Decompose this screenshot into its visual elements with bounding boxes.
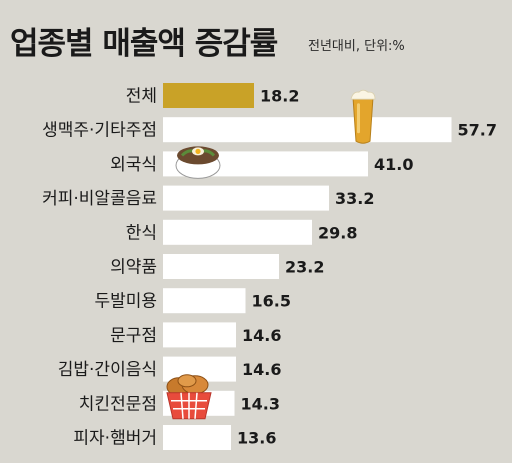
category-label: 문구점 — [110, 326, 157, 346]
bar — [163, 185, 329, 211]
value-label: 14.6 — [242, 360, 281, 379]
category-label: 김밥·간이음식 — [58, 360, 157, 380]
bar — [163, 83, 254, 108]
bar — [163, 117, 452, 143]
category-label: 생맥주·기타주점 — [42, 121, 157, 141]
value-label: 41.0 — [374, 155, 413, 174]
category-label: 두발미용 — [94, 292, 157, 312]
category-label: 전체 — [126, 87, 157, 107]
category-label: 의약품 — [110, 258, 157, 278]
value-label: 18.2 — [260, 87, 299, 106]
category-label: 피자·햄버거 — [73, 429, 157, 449]
egg-yolk — [195, 148, 201, 154]
beer-shine — [357, 103, 360, 134]
value-label: 29.8 — [318, 223, 357, 242]
value-label: 13.6 — [237, 429, 276, 448]
bar — [163, 219, 312, 245]
fried-chicken-basket-icon — [166, 374, 212, 420]
value-label: 16.5 — [252, 292, 291, 311]
beer-foam — [350, 89, 376, 100]
value-label: 14.3 — [241, 394, 280, 413]
value-label: 14.6 — [242, 326, 281, 345]
noodle-bowl-icon — [175, 146, 221, 179]
chicken-piece — [177, 374, 197, 388]
bar — [163, 288, 246, 314]
chart-subtitle: 전년대비, 단위:% — [308, 39, 405, 54]
category-label: 커피·비알콜음료 — [42, 189, 157, 209]
chart-title: 업종별 매출액 증감률 — [10, 26, 278, 62]
value-label: 23.2 — [285, 258, 324, 277]
bar — [163, 254, 279, 279]
category-label: 한식 — [126, 223, 157, 243]
value-label: 33.2 — [335, 189, 374, 208]
beer-glass-icon — [350, 89, 376, 144]
value-label: 57.7 — [458, 121, 497, 140]
category-label: 치킨전문점 — [79, 394, 157, 414]
bar — [163, 322, 236, 348]
category-label: 외국식 — [110, 155, 157, 175]
bar — [163, 425, 231, 450]
beer-liquid — [352, 96, 374, 144]
basket-pattern — [171, 392, 207, 419]
